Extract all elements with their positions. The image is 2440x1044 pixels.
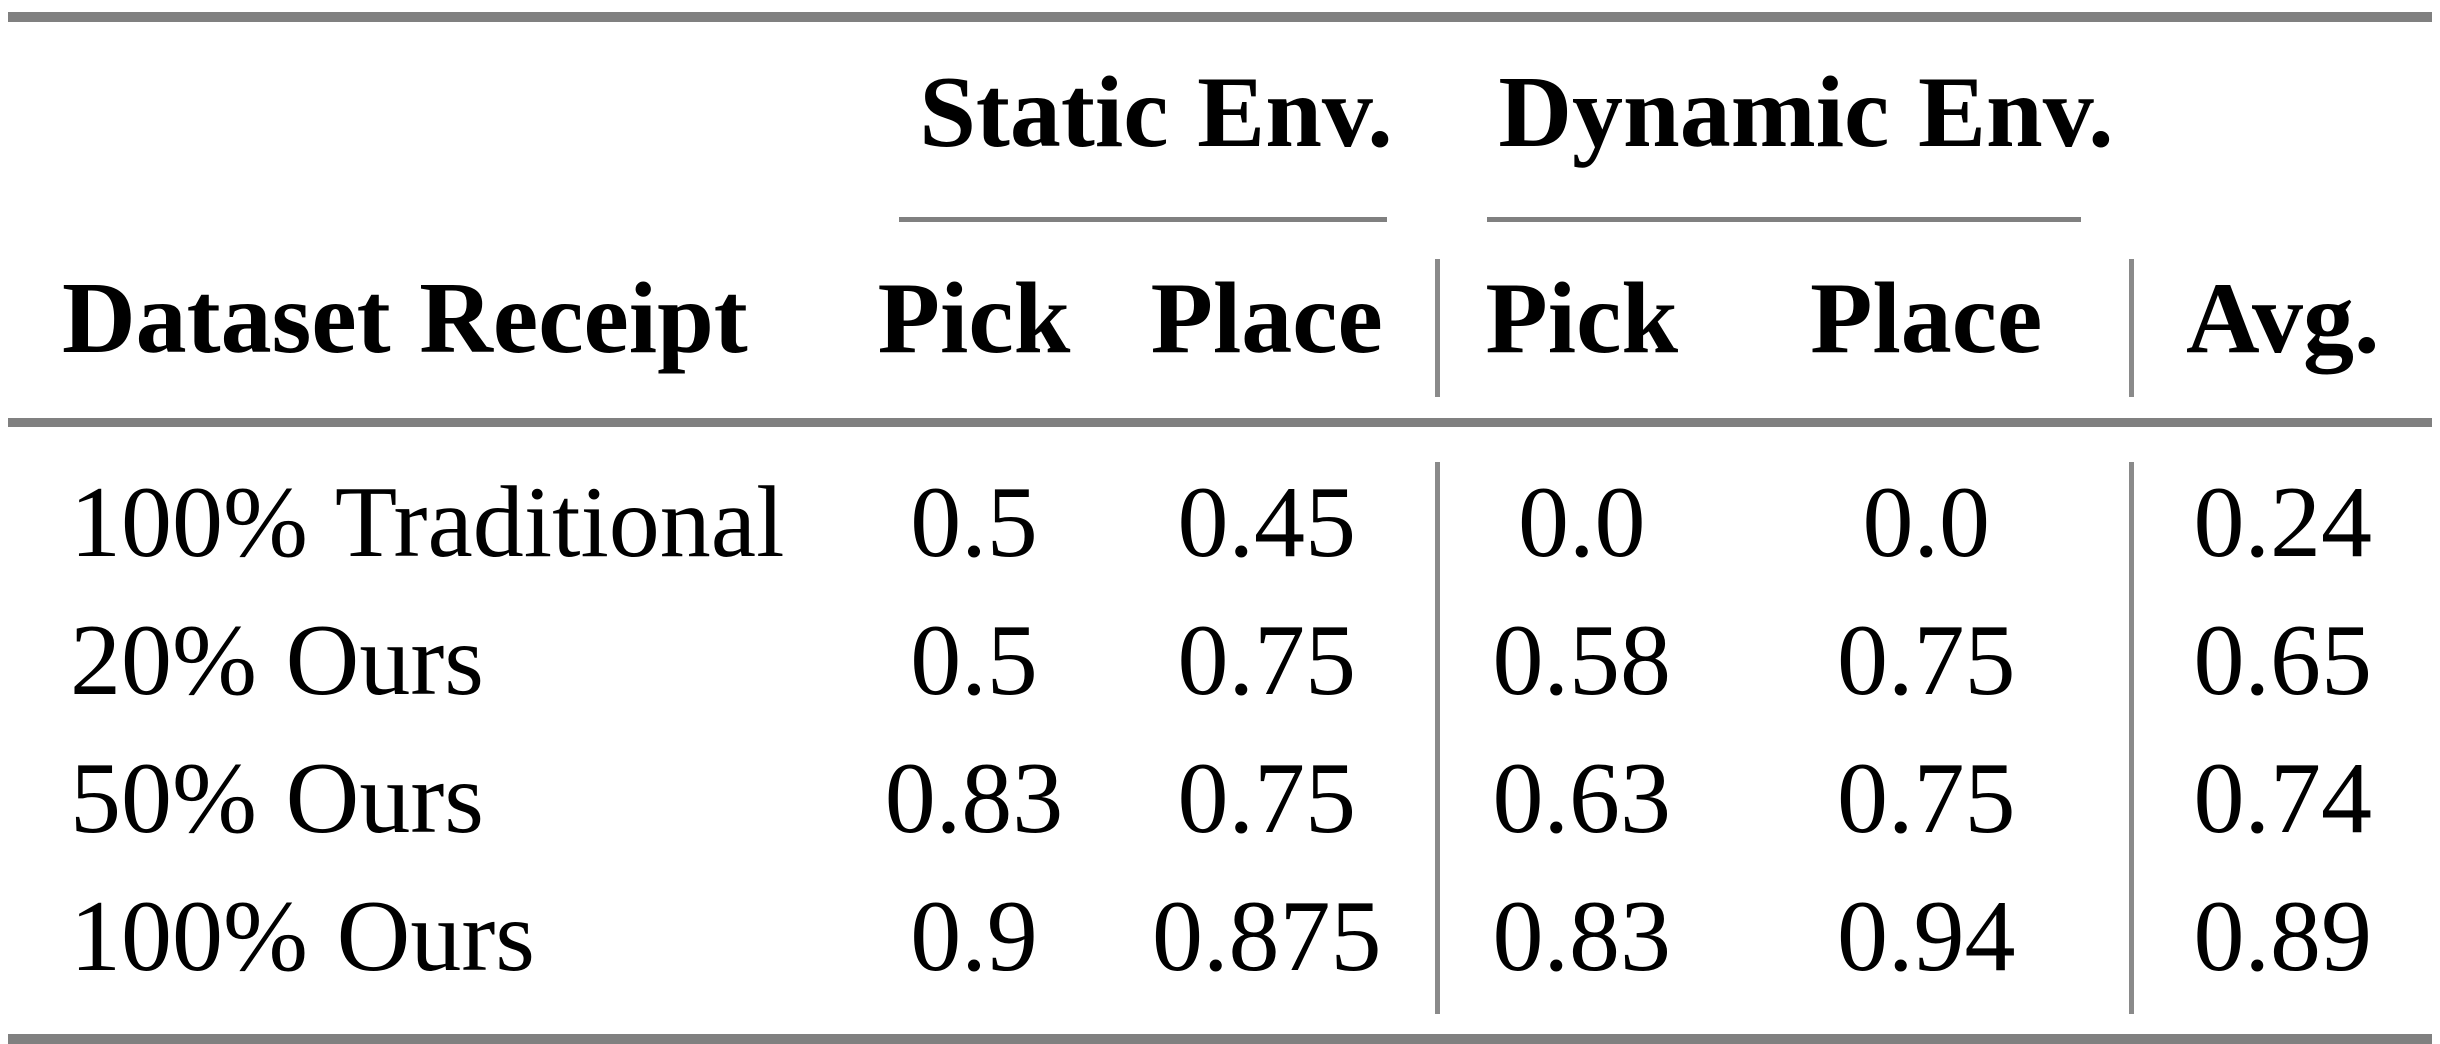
results-table: Static Env. Dynamic Env. Dataset Receipt… — [8, 12, 2432, 1044]
cell-avg: 0.74 — [2128, 738, 2432, 876]
row-label: 20% Ours — [70, 604, 484, 717]
cell-static-pick: 0.83 — [884, 742, 1064, 855]
mid-rule-row — [8, 397, 2432, 462]
cell-dynamic-pick: 0.58 — [1434, 600, 1724, 738]
cell-dynamic-place: 0.94 — [1837, 880, 2016, 993]
cell-avg: 0.24 — [2128, 462, 2432, 600]
cell-static-place: 0.875 — [1152, 880, 1382, 993]
col-header-static-place: Place — [1150, 262, 1383, 375]
col-header-dynamic-pick: Pick — [1434, 259, 1724, 397]
gap-cell — [8, 1014, 2432, 1034]
corner-cell-left — [8, 22, 849, 217]
cmidrule-cell-static — [849, 217, 1437, 259]
top-rule-row — [8, 12, 2432, 22]
table-row-ours-20: 20% Ours 0.5 0.75 0.58 0.75 0.65 — [8, 600, 2432, 738]
cell-avg: 0.89 — [2128, 876, 2432, 1014]
cmidrule-row — [8, 217, 2432, 259]
mid-rule-cell — [8, 397, 2432, 462]
cell-static-place: 0.75 — [1177, 742, 1357, 855]
corner-cell-right — [2131, 22, 2432, 217]
mid-rule — [8, 418, 2432, 427]
cell-dynamic-pick: 0.83 — [1434, 876, 1724, 1014]
cell-avg: 0.65 — [2128, 600, 2432, 738]
bottom-rule-gap — [8, 1014, 2432, 1034]
cell-static-place: 0.45 — [1177, 466, 1357, 579]
group-header-static-env: Static Env. — [919, 55, 1393, 169]
cmidrule-spacer-right — [2131, 217, 2432, 259]
cell-dynamic-pick: 0.0 — [1434, 462, 1724, 600]
group-header-dynamic-env: Dynamic Env. — [1498, 55, 2114, 169]
col-header-avg: Avg. — [2128, 259, 2432, 397]
top-rule — [8, 12, 2432, 22]
column-header-row: Dataset Receipt Pick Place Pick Place Av… — [8, 259, 2432, 397]
bottom-rule-row — [8, 1034, 2432, 1044]
cell-static-pick: 0.5 — [910, 466, 1038, 579]
cmidrule-cell-dynamic — [1437, 217, 2131, 259]
cell-dynamic-pick: 0.63 — [1434, 738, 1724, 876]
cell-dynamic-place: 0.75 — [1837, 604, 2016, 717]
col-header-static-pick: Pick — [877, 262, 1071, 375]
group-header-row: Static Env. Dynamic Env. — [8, 22, 2432, 217]
row-label: 100% Traditional — [70, 466, 785, 579]
cell-dynamic-place: 0.75 — [1837, 742, 2016, 855]
cell-static-pick: 0.9 — [910, 880, 1038, 993]
table-row-ours-50: 50% Ours 0.83 0.75 0.63 0.75 0.74 — [8, 738, 2432, 876]
row-label: 100% Ours — [70, 880, 535, 993]
static-env-cmidrule — [899, 217, 1387, 222]
row-label: 50% Ours — [70, 742, 484, 855]
table-row-traditional-100: 100% Traditional 0.5 0.45 0.0 0.0 0.24 — [8, 462, 2432, 600]
dynamic-env-cmidrule — [1487, 217, 2081, 222]
col-header-dynamic-place: Place — [1810, 262, 2043, 375]
table-row-ours-100: 100% Ours 0.9 0.875 0.83 0.94 0.89 — [8, 876, 2432, 1014]
bottom-rule — [8, 1034, 2432, 1044]
cmidrule-spacer-left — [8, 217, 849, 259]
cell-static-place: 0.75 — [1177, 604, 1357, 717]
col-header-dataset-receipt: Dataset Receipt — [62, 262, 748, 375]
cell-dynamic-place: 0.0 — [1862, 466, 1991, 579]
cell-static-pick: 0.5 — [910, 604, 1038, 717]
